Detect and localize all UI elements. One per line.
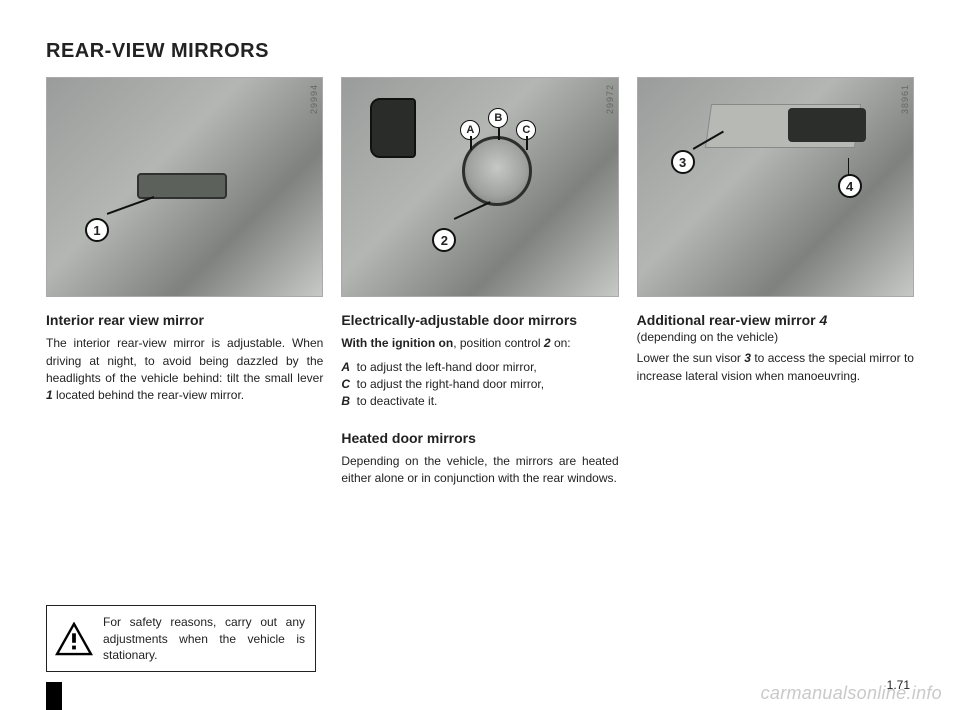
columns: 29994 1 Interior rear view mirror The in… bbox=[46, 77, 914, 488]
leader-line bbox=[470, 136, 472, 150]
heading-additional-mirror: Additional rear-view mirror 4 bbox=[637, 311, 914, 329]
heading-electric-mirrors: Electrically-adjustable door mirrors bbox=[341, 311, 618, 329]
list-electric-mirrors: A to adjust the left-hand door mirror, C… bbox=[341, 359, 618, 411]
interior-mirror-shape bbox=[137, 173, 227, 199]
figure-code: 38961 bbox=[900, 84, 910, 114]
figure-additional-mirror: 38961 3 4 bbox=[637, 77, 914, 297]
heading-interior-mirror: Interior rear view mirror bbox=[46, 311, 323, 329]
figure-code: 29972 bbox=[605, 84, 615, 114]
leader-line bbox=[454, 201, 491, 219]
warning-icon bbox=[55, 622, 93, 656]
warning-text: For safety reasons, carry out any adjust… bbox=[103, 614, 305, 663]
page: REAR-VIEW MIRRORS 29994 1 Interior rear … bbox=[0, 0, 960, 710]
figure-interior-mirror: 29994 1 bbox=[46, 77, 323, 297]
warning-box: For safety reasons, carry out any adjust… bbox=[46, 605, 316, 672]
figure-door-mirror-control: 29972 A B C 2 bbox=[341, 77, 618, 297]
column-center: 29972 A B C 2 Electrically-adjustable do… bbox=[341, 77, 618, 488]
body-additional-mirror: Lower the sun visor 3 to access the spec… bbox=[637, 350, 914, 385]
heading-heated-mirrors: Heated door mirrors bbox=[341, 429, 618, 447]
wing-mirror-shape bbox=[370, 98, 416, 158]
page-title: REAR-VIEW MIRRORS bbox=[46, 40, 914, 63]
callout-3: 3 bbox=[671, 150, 695, 174]
list-item-B: B to deactivate it. bbox=[341, 393, 618, 410]
caption-additional-mirror: (depending on the vehicle) bbox=[637, 330, 914, 344]
crop-mark bbox=[46, 682, 62, 710]
callout-1: 1 bbox=[85, 218, 109, 242]
list-item-A: A to adjust the left-hand door mirror, bbox=[341, 359, 618, 376]
body-heated-mirrors: Depending on the vehicle, the mirrors ar… bbox=[341, 453, 618, 488]
column-right: 38961 3 4 Additional rear-view mirror 4 … bbox=[637, 77, 914, 488]
list-item-C: C to adjust the right-hand door mirror, bbox=[341, 376, 618, 393]
leader-line bbox=[526, 136, 528, 150]
lead-electric-mirrors: With the ignition on, position control 2… bbox=[341, 335, 618, 352]
callout-2: 2 bbox=[432, 228, 456, 252]
leader-line bbox=[498, 128, 500, 140]
body-interior-mirror: The interior rear-view mirror is adjusta… bbox=[46, 335, 323, 405]
leader-line bbox=[107, 196, 154, 215]
figure-code: 29994 bbox=[309, 84, 319, 114]
visor-mirror-shape bbox=[788, 108, 866, 142]
callout-B: B bbox=[488, 108, 508, 128]
watermark: carmanualsonline.info bbox=[761, 683, 942, 704]
page-number: 1.71 bbox=[887, 678, 910, 692]
column-left: 29994 1 Interior rear view mirror The in… bbox=[46, 77, 323, 488]
mirror-control-dial bbox=[462, 136, 532, 206]
callout-4: 4 bbox=[838, 174, 862, 198]
